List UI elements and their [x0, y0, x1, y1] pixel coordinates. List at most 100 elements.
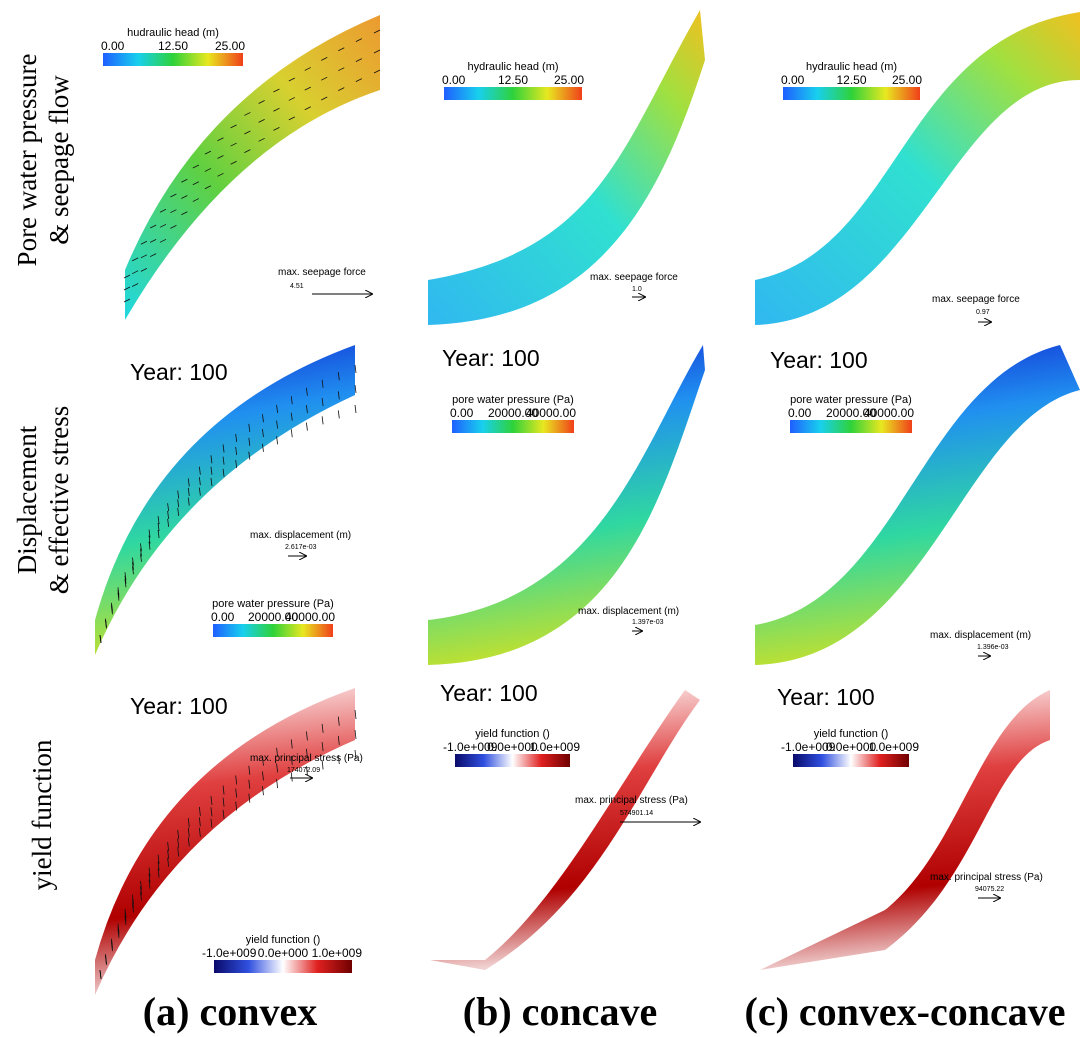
flow-vector [337, 410, 340, 419]
colorbar-tick-label: 0.0e+000 [487, 740, 538, 754]
flow-vector [337, 391, 340, 400]
vector-value: 574901.14 [620, 810, 653, 817]
flow-vector [248, 451, 251, 460]
vector-label: max. principal stress (Pa) [930, 872, 1043, 883]
colorbar-tick-label: 1.0e+009 [312, 946, 363, 960]
flow-vector [167, 842, 170, 852]
vector-label: max. seepage force [932, 294, 1020, 305]
flow-vector [131, 283, 139, 287]
vector-label: max. principal stress (Pa) [575, 795, 688, 806]
colorbar [444, 87, 582, 100]
flow-vector [140, 268, 148, 272]
flow-vector [306, 731, 308, 741]
vector-value: 1.0 [632, 286, 642, 293]
flow-vector [354, 709, 357, 720]
year-label: Year: 100 [442, 345, 540, 371]
colorbar-tick-label: 25.00 [892, 73, 922, 87]
flow-vector [132, 894, 134, 904]
flow-vector [235, 433, 238, 443]
colorbar-tick-label: -1.0e+009 [781, 740, 836, 754]
flow-vector [124, 579, 127, 588]
flow-vector [210, 455, 213, 464]
year-label: Year: 100 [130, 693, 228, 719]
flow-vector [258, 119, 265, 123]
flow-vector [198, 487, 201, 496]
flow-vector [222, 785, 225, 795]
flow-vector [210, 477, 213, 487]
flow-vector [273, 127, 280, 131]
flow-vector [276, 747, 278, 757]
flow-vector [148, 541, 151, 550]
year-label: Year: 100 [770, 347, 868, 373]
flow-vector [123, 286, 131, 291]
flow-vector [210, 807, 213, 817]
flow-vector [290, 739, 293, 749]
colorbar-tick-label: 25.00 [554, 73, 584, 87]
flow-vector [159, 238, 167, 243]
flow-vector [262, 756, 264, 766]
flow-vector [149, 224, 157, 229]
flow-vector [187, 827, 190, 837]
flow-vector [230, 142, 237, 147]
flow-vector [217, 172, 224, 177]
flow-vector [170, 224, 177, 229]
flow-vector [288, 116, 295, 121]
vector-value: 1.396e-03 [977, 644, 1009, 651]
flow-vector [262, 428, 264, 438]
flow-vector [248, 779, 251, 789]
flow-vector [99, 969, 102, 980]
flow-vector [157, 516, 160, 525]
year-label: Year: 100 [440, 680, 538, 706]
column-label: (a) convex [143, 989, 317, 1034]
flow-vector [132, 561, 134, 570]
colorbar-tick-label: 0.00 [211, 610, 235, 624]
flow-vector [167, 510, 170, 520]
flow-vector [306, 422, 308, 431]
flow-vector [321, 57, 328, 61]
slope-domain [755, 12, 1080, 325]
flow-vector [230, 124, 237, 129]
flow-vector [181, 195, 188, 199]
colorbar-tick-label: 25.00 [215, 39, 245, 53]
flow-vector [117, 928, 120, 938]
flow-vector [354, 404, 357, 414]
flow-vector [187, 837, 190, 847]
vector-label: max. seepage force [278, 267, 366, 278]
flow-vector [304, 106, 311, 111]
flow-vector [157, 854, 160, 864]
colorbar-tick-label: 40000.00 [526, 406, 576, 420]
colorbar-tick-label: 20000.00 [826, 406, 876, 420]
flow-vector [131, 257, 139, 262]
flow-vector [157, 861, 160, 871]
flow-vector [192, 198, 200, 202]
vector-value: 1.397e-03 [632, 619, 664, 626]
slope-domain [755, 345, 1080, 665]
flow-vector [321, 96, 328, 101]
flow-vector [140, 880, 142, 891]
flow-vector [149, 253, 157, 258]
colorbar [213, 624, 333, 637]
flow-vector [157, 523, 160, 532]
flow-vector [258, 100, 265, 104]
row-label: Displacement [12, 425, 42, 574]
flow-vector [244, 112, 251, 116]
flow-vector [288, 97, 295, 101]
flow-vector [222, 456, 225, 465]
vector-label: max. displacement (m) [578, 606, 679, 617]
flow-vector [373, 49, 381, 54]
flow-vector [157, 529, 160, 539]
flow-vector [177, 847, 180, 857]
flow-vector [123, 274, 131, 279]
flow-vector [235, 446, 238, 456]
flow-vector [244, 130, 251, 135]
flow-vector [355, 38, 363, 43]
flow-vector [258, 137, 265, 142]
column-label: (b) concave [463, 989, 657, 1034]
flow-vector [290, 396, 293, 405]
slope-domain [95, 345, 355, 655]
flow-vector [235, 459, 238, 469]
colorbar-title: yield function () [246, 934, 321, 946]
flow-vector [337, 754, 340, 765]
flow-vector [159, 208, 167, 213]
